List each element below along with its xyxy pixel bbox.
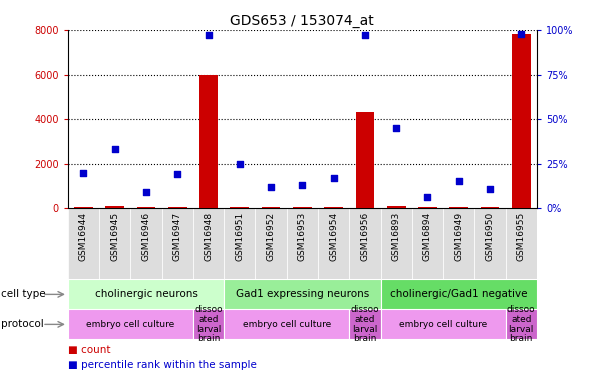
Point <box>422 194 432 200</box>
Text: dissoo
ated
larval
brain: dissoo ated larval brain <box>194 305 223 344</box>
Bar <box>262 207 280 208</box>
Point <box>204 32 214 38</box>
Bar <box>481 207 499 208</box>
Bar <box>349 309 381 339</box>
Bar <box>106 206 124 208</box>
Text: protocol: protocol <box>1 320 44 329</box>
Text: GSM16951: GSM16951 <box>235 211 244 261</box>
Point <box>235 160 244 166</box>
Text: cholinergic/Gad1 negative: cholinergic/Gad1 negative <box>390 290 527 299</box>
Text: GSM16894: GSM16894 <box>423 211 432 261</box>
Text: GSM16944: GSM16944 <box>79 211 88 261</box>
Bar <box>68 279 224 309</box>
Bar <box>231 207 249 208</box>
Text: cholinergic neurons: cholinergic neurons <box>94 290 198 299</box>
Point <box>517 31 526 37</box>
Bar <box>255 208 287 279</box>
Point <box>142 189 151 195</box>
Point <box>173 171 182 177</box>
Text: cell type: cell type <box>1 290 46 299</box>
Title: GDS653 / 153074_at: GDS653 / 153074_at <box>231 13 374 28</box>
Bar <box>130 208 162 279</box>
Point <box>110 146 119 152</box>
Point <box>267 184 276 190</box>
Text: embryo cell culture: embryo cell culture <box>399 320 487 329</box>
Bar <box>387 206 405 208</box>
Bar <box>506 208 537 279</box>
Bar <box>168 207 186 208</box>
Text: GSM16945: GSM16945 <box>110 211 119 261</box>
Point <box>454 178 464 184</box>
Point <box>297 182 307 188</box>
Text: ■ count: ■ count <box>68 345 110 355</box>
Bar <box>224 309 349 339</box>
Bar <box>199 75 218 208</box>
Bar <box>506 309 537 339</box>
Bar <box>68 309 193 339</box>
Text: dissoo
ated
larval
brain: dissoo ated larval brain <box>350 305 379 344</box>
Point <box>79 170 88 176</box>
Text: GSM16956: GSM16956 <box>360 211 369 261</box>
Bar <box>293 207 312 208</box>
Bar <box>193 309 224 339</box>
Text: dissoo
ated
larval
brain: dissoo ated larval brain <box>507 305 536 344</box>
Bar <box>418 207 437 208</box>
Point <box>485 186 494 192</box>
Bar <box>99 208 130 279</box>
Bar <box>443 208 474 279</box>
Bar <box>193 208 224 279</box>
Text: GSM16948: GSM16948 <box>204 211 213 261</box>
Bar <box>162 208 193 279</box>
Text: GSM16953: GSM16953 <box>298 211 307 261</box>
Bar <box>356 112 374 208</box>
Bar <box>287 208 318 279</box>
Text: GSM16955: GSM16955 <box>517 211 526 261</box>
Bar <box>137 207 155 208</box>
Text: GSM16947: GSM16947 <box>173 211 182 261</box>
Bar <box>450 207 468 208</box>
Point <box>360 32 369 38</box>
Bar <box>381 309 506 339</box>
Bar <box>324 207 343 208</box>
Text: GSM16952: GSM16952 <box>267 211 276 261</box>
Bar <box>224 279 381 309</box>
Bar <box>74 207 93 208</box>
Text: embryo cell culture: embryo cell culture <box>86 320 175 329</box>
Text: GSM16893: GSM16893 <box>392 211 401 261</box>
Text: GSM16950: GSM16950 <box>486 211 494 261</box>
Text: GSM16946: GSM16946 <box>142 211 150 261</box>
Text: GSM16949: GSM16949 <box>454 211 463 261</box>
Bar <box>381 279 537 309</box>
Bar <box>224 208 255 279</box>
Text: embryo cell culture: embryo cell culture <box>242 320 331 329</box>
Text: ■ percentile rank within the sample: ■ percentile rank within the sample <box>68 360 257 370</box>
Bar <box>68 208 99 279</box>
Text: GSM16954: GSM16954 <box>329 211 338 261</box>
Point <box>391 125 401 131</box>
Text: Gad1 expressing neurons: Gad1 expressing neurons <box>236 290 369 299</box>
Bar <box>412 208 443 279</box>
Bar <box>318 208 349 279</box>
Bar <box>381 208 412 279</box>
Bar <box>512 34 530 208</box>
Bar <box>474 208 506 279</box>
Point <box>329 175 339 181</box>
Bar <box>349 208 381 279</box>
